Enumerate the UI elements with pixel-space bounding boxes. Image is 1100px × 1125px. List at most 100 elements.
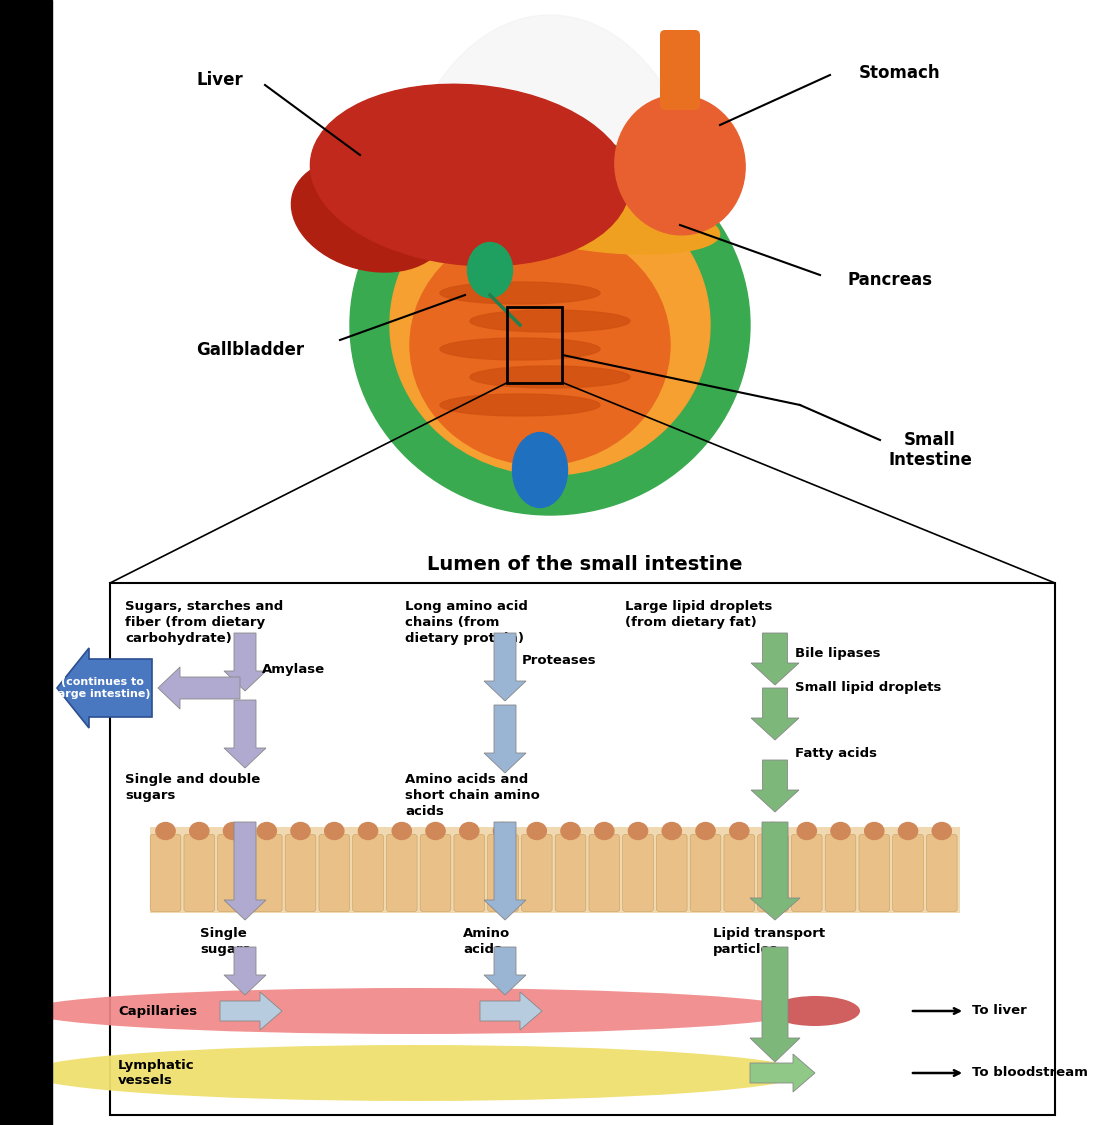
Ellipse shape	[310, 84, 629, 266]
FancyBboxPatch shape	[926, 835, 957, 911]
FancyBboxPatch shape	[660, 30, 700, 110]
Text: Single and double
sugars: Single and double sugars	[125, 773, 261, 802]
FancyArrow shape	[224, 633, 266, 691]
FancyArrow shape	[480, 992, 542, 1030]
Ellipse shape	[350, 135, 750, 515]
Ellipse shape	[290, 822, 310, 839]
FancyBboxPatch shape	[623, 835, 653, 911]
FancyBboxPatch shape	[454, 835, 485, 911]
Ellipse shape	[25, 1045, 805, 1101]
Ellipse shape	[292, 158, 449, 272]
Bar	[507, 307, 562, 382]
Ellipse shape	[25, 988, 805, 1034]
Ellipse shape	[615, 96, 745, 235]
Ellipse shape	[426, 822, 446, 839]
Text: Long amino acid
chains (from
dietary protein): Long amino acid chains (from dietary pro…	[405, 600, 528, 645]
FancyArrow shape	[158, 667, 240, 709]
FancyArrow shape	[750, 947, 800, 1062]
Ellipse shape	[440, 338, 600, 360]
Text: Small
Intestine: Small Intestine	[888, 431, 972, 469]
Ellipse shape	[763, 822, 782, 839]
FancyBboxPatch shape	[893, 835, 923, 911]
Text: Amino acids and
short chain amino
acids: Amino acids and short chain amino acids	[405, 773, 540, 818]
FancyBboxPatch shape	[724, 835, 755, 911]
FancyArrow shape	[224, 700, 266, 768]
FancyBboxPatch shape	[758, 835, 789, 911]
FancyArrow shape	[224, 822, 266, 920]
Text: (continues to
large intestine): (continues to large intestine)	[54, 677, 151, 699]
Ellipse shape	[470, 310, 630, 332]
FancyBboxPatch shape	[420, 835, 451, 911]
Ellipse shape	[899, 822, 917, 839]
Ellipse shape	[223, 822, 243, 839]
Text: Proteases: Proteases	[522, 654, 596, 666]
Text: Large lipid droplets
(from dietary fat): Large lipid droplets (from dietary fat)	[625, 600, 772, 629]
FancyBboxPatch shape	[690, 835, 721, 911]
Text: Single
sugars: Single sugars	[200, 927, 251, 956]
Ellipse shape	[696, 822, 715, 839]
FancyBboxPatch shape	[521, 835, 552, 911]
Text: Lymphatic
vessels: Lymphatic vessels	[118, 1059, 195, 1087]
Text: Gallbladder: Gallbladder	[196, 341, 304, 359]
Text: Lipid transport
particles: Lipid transport particles	[713, 927, 825, 956]
Text: Liver: Liver	[197, 71, 243, 89]
Ellipse shape	[460, 822, 478, 839]
FancyBboxPatch shape	[859, 835, 890, 911]
FancyArrow shape	[750, 1054, 815, 1092]
FancyArrow shape	[224, 947, 266, 994]
Text: Fatty acids: Fatty acids	[795, 747, 877, 759]
FancyArrow shape	[751, 688, 799, 740]
Ellipse shape	[257, 822, 276, 839]
FancyArrow shape	[484, 822, 526, 920]
FancyArrow shape	[484, 633, 526, 701]
FancyArrow shape	[484, 705, 526, 773]
FancyBboxPatch shape	[825, 835, 856, 911]
Text: Bile lipases: Bile lipases	[795, 647, 880, 659]
FancyBboxPatch shape	[556, 835, 586, 911]
Ellipse shape	[324, 822, 344, 839]
Ellipse shape	[932, 822, 952, 839]
Text: To liver: To liver	[972, 1005, 1026, 1017]
FancyArrow shape	[57, 648, 152, 728]
Ellipse shape	[410, 225, 670, 465]
Ellipse shape	[595, 822, 614, 839]
FancyBboxPatch shape	[252, 835, 282, 911]
Bar	[110, 583, 1055, 1115]
Text: Lumen of the small intestine: Lumen of the small intestine	[427, 556, 742, 575]
Bar	[52, 0, 1100, 585]
FancyBboxPatch shape	[285, 835, 316, 911]
Ellipse shape	[830, 822, 850, 839]
Text: Small lipid droplets: Small lipid droplets	[795, 681, 942, 693]
FancyBboxPatch shape	[218, 835, 249, 911]
Bar	[0, 0, 52, 1125]
Text: Fiber: Fiber	[111, 682, 150, 694]
Ellipse shape	[440, 282, 600, 304]
FancyArrow shape	[484, 947, 526, 994]
Ellipse shape	[393, 822, 411, 839]
FancyBboxPatch shape	[588, 835, 619, 911]
Ellipse shape	[500, 196, 719, 254]
Ellipse shape	[513, 432, 568, 507]
Ellipse shape	[527, 822, 547, 839]
Ellipse shape	[390, 15, 710, 495]
Text: Pancreas: Pancreas	[847, 271, 933, 289]
Bar	[150, 827, 960, 914]
FancyBboxPatch shape	[487, 835, 518, 911]
Ellipse shape	[798, 822, 816, 839]
Ellipse shape	[189, 822, 209, 839]
Ellipse shape	[359, 822, 377, 839]
Ellipse shape	[561, 822, 580, 839]
Ellipse shape	[390, 176, 710, 475]
FancyBboxPatch shape	[184, 835, 214, 911]
Text: Amino
acids: Amino acids	[463, 927, 510, 956]
Ellipse shape	[628, 822, 648, 839]
Ellipse shape	[470, 366, 630, 388]
FancyBboxPatch shape	[151, 835, 180, 911]
FancyBboxPatch shape	[353, 835, 383, 911]
FancyBboxPatch shape	[319, 835, 350, 911]
Ellipse shape	[865, 822, 884, 839]
Ellipse shape	[156, 822, 175, 839]
Text: Amylase: Amylase	[262, 664, 326, 676]
Ellipse shape	[662, 822, 681, 839]
Text: Sugars, starches and
fiber (from dietary
carbohydrate): Sugars, starches and fiber (from dietary…	[125, 600, 284, 645]
